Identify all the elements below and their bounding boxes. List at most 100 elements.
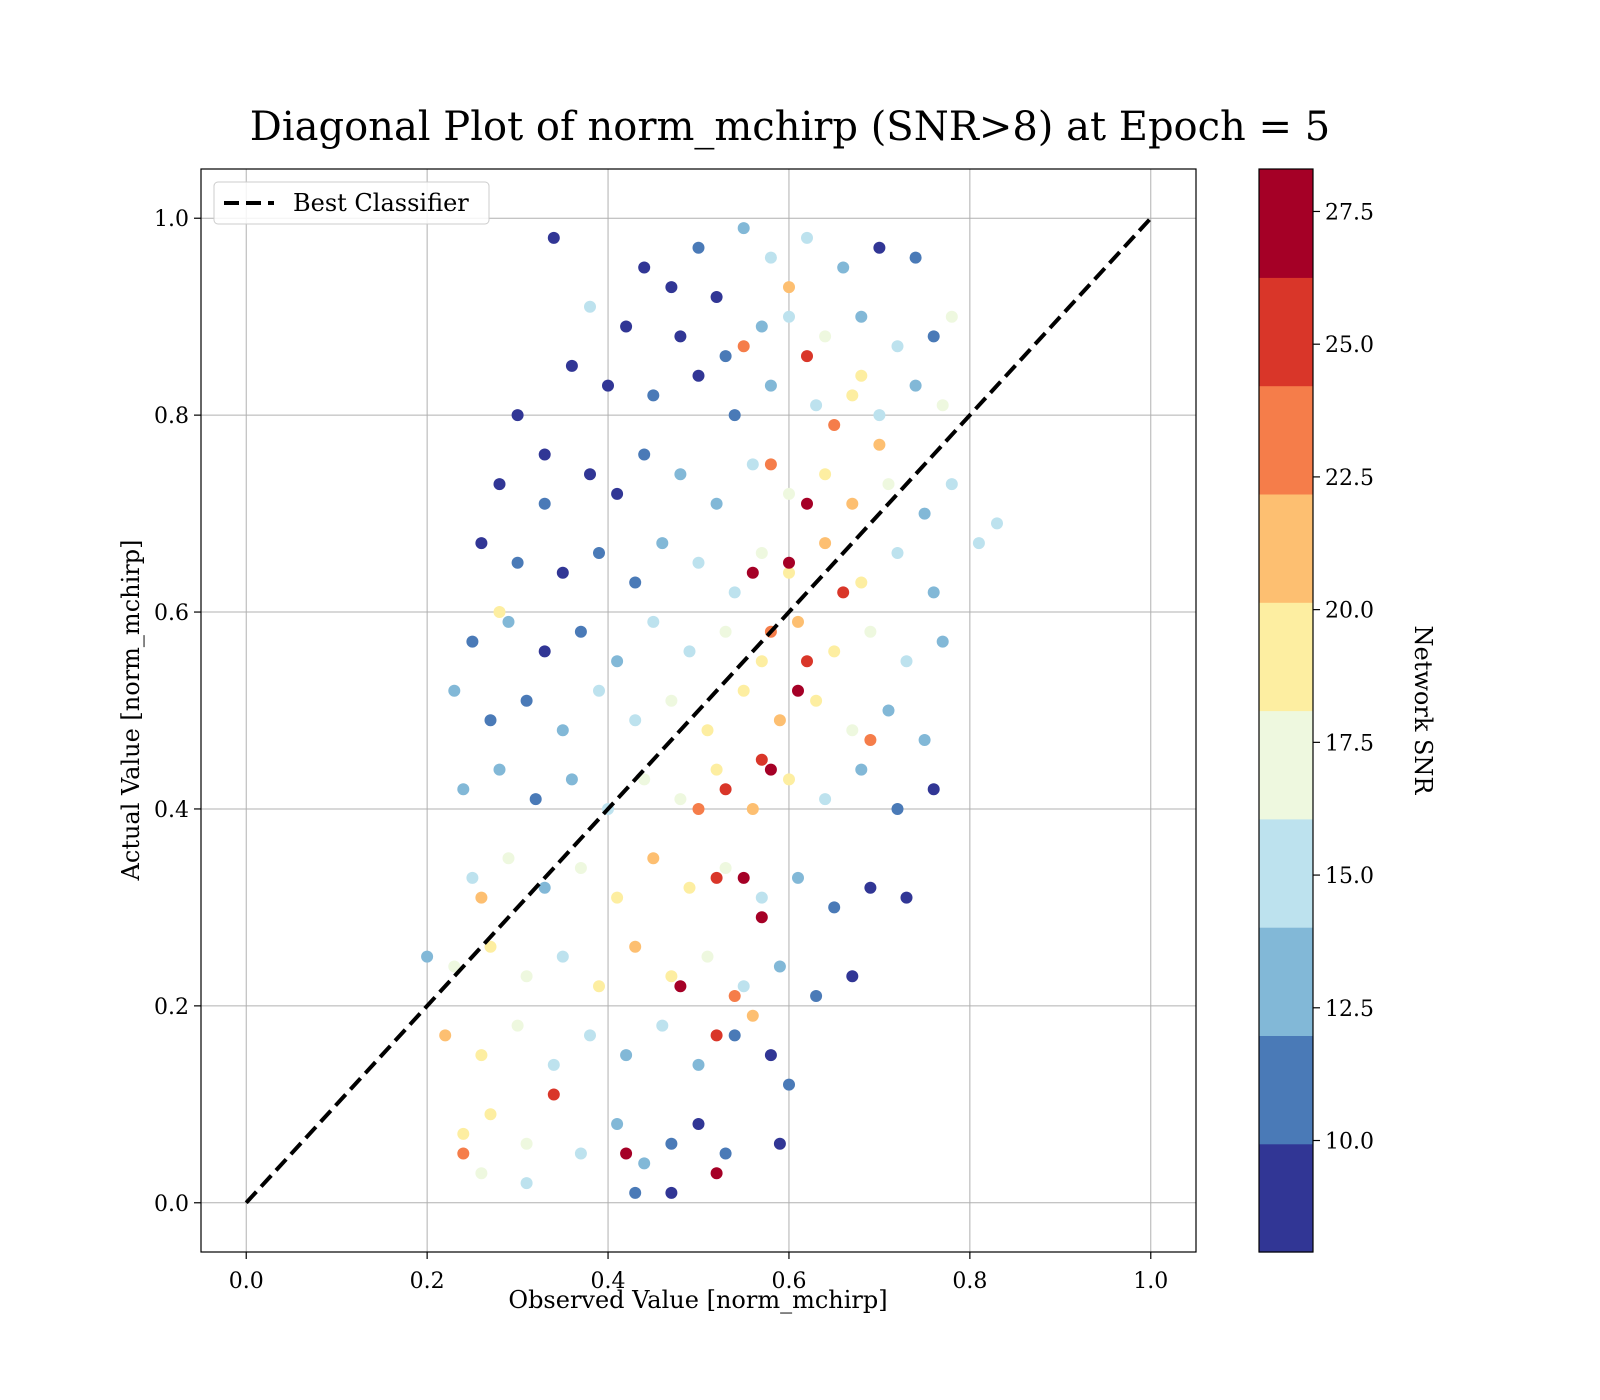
scatter-point: [538, 881, 551, 894]
x-tick-label: 1.0: [1133, 1269, 1168, 1294]
scatter-point: [945, 478, 958, 491]
colorbar-ticks: 10.0 12.5 15.0 17.5 20.0 22.5 25.0 27.5: [1313, 200, 1374, 1155]
scatter-point: [882, 478, 895, 491]
scatter-point: [792, 684, 804, 697]
colorbar-bin: [1259, 493, 1313, 603]
scatter-point: [746, 803, 759, 815]
scatter-point: [457, 1127, 470, 1140]
colorbar-bin: [1259, 602, 1313, 712]
scatter-point: [484, 714, 497, 727]
scatter-point: [692, 556, 705, 569]
scatter-point: [828, 419, 841, 431]
scatter-point: [819, 793, 832, 806]
scatter-point: [565, 773, 578, 786]
scatter-point: [493, 606, 506, 618]
scatter-point: [484, 940, 497, 953]
legend-label: Best Classifier: [293, 189, 469, 217]
scatter-point: [611, 1118, 624, 1130]
scatter-point: [783, 566, 795, 579]
scatter-point: [728, 990, 741, 1002]
colorbar-bins: [1259, 169, 1313, 1253]
colorbar-bin: [1259, 818, 1313, 928]
grid-lines: [201, 169, 1196, 1252]
y-tick-label: 0.8: [154, 404, 189, 429]
colorbar-tick-label: 12.5: [1325, 997, 1374, 1022]
scatter-point: [792, 615, 804, 628]
scatter-point: [701, 950, 714, 963]
scatter-point: [611, 487, 624, 500]
scatter-point: [547, 1088, 560, 1101]
scatter-point: [602, 379, 614, 392]
scatter-point: [511, 556, 524, 569]
scatter-point: [764, 763, 777, 776]
x-tick-label: 0.2: [410, 1269, 445, 1294]
scatter-points: [421, 222, 1003, 1199]
scatter-point: [538, 497, 551, 510]
colorbar-bin: [1259, 1035, 1313, 1145]
scatter-point: [936, 635, 949, 648]
scatter-point: [710, 763, 723, 776]
scatter-point: [891, 340, 904, 353]
y-tick-label: 0.4: [154, 798, 189, 823]
scatter-point: [719, 625, 732, 638]
scatter-point: [629, 714, 642, 727]
scatter-point: [692, 803, 705, 815]
scatter-point: [783, 487, 795, 500]
scatter-point: [837, 586, 850, 599]
legend-box: [213, 181, 490, 225]
scatter-point: [574, 862, 587, 874]
scatter-point: [520, 694, 533, 707]
x-tick-label: 0.4: [591, 1269, 626, 1294]
scatter-point: [819, 537, 832, 550]
scatter-point: [475, 891, 488, 904]
x-axis-ticks: 0.0 0.2 0.4 0.6 0.8 1.0: [229, 1252, 1168, 1294]
scatter-point: [755, 547, 768, 559]
scatter-point: [891, 547, 904, 559]
scatter-point: [466, 635, 479, 648]
scatter-point: [556, 724, 569, 737]
scatter-point: [719, 862, 732, 874]
scatter-point: [846, 389, 859, 402]
scatter-point: [764, 458, 777, 471]
scatter-point: [801, 655, 813, 668]
scatter-point: [764, 1049, 777, 1062]
scatter-point: [882, 704, 895, 717]
scatter-point: [710, 1167, 723, 1180]
scatter-point: [584, 468, 596, 481]
scatter-point: [683, 881, 696, 894]
scatter-point: [665, 1186, 678, 1199]
scatter-point: [692, 1058, 705, 1071]
scatter-point: [502, 852, 515, 865]
scatter-point: [475, 537, 488, 550]
scatter-point: [692, 241, 705, 254]
scatter-point: [656, 1019, 669, 1032]
scatter-point: [728, 1029, 741, 1042]
x-axis-label: Observed Value [norm_mchirp]: [508, 1286, 887, 1314]
scatter-point: [900, 655, 913, 668]
colorbar-frame: [1258, 168, 1314, 1253]
scatter-point: [810, 990, 823, 1002]
scatter-point: [710, 497, 723, 510]
scatter-point: [421, 950, 434, 963]
scatter-point: [538, 448, 551, 461]
scatter-point: [710, 291, 723, 303]
scatter-point: [593, 684, 605, 697]
scatter-point: [945, 310, 958, 323]
scatter-point: [783, 773, 795, 786]
scatter-point: [746, 1009, 759, 1022]
plot-area: [200, 168, 1197, 1253]
scatter-point: [891, 803, 904, 815]
colorbar-bin: [1259, 927, 1313, 1036]
scatter-point: [755, 753, 768, 766]
scatter-point: [864, 625, 877, 638]
scatter-point: [728, 409, 741, 422]
scatter-point: [855, 369, 868, 382]
scatter-point: [710, 1029, 723, 1042]
scatter-point: [647, 615, 660, 628]
scatter-point: [783, 310, 795, 323]
scatter-point: [909, 379, 922, 392]
scatter-point: [692, 369, 705, 382]
scatter-point: [502, 615, 515, 628]
scatter-point: [873, 409, 886, 422]
